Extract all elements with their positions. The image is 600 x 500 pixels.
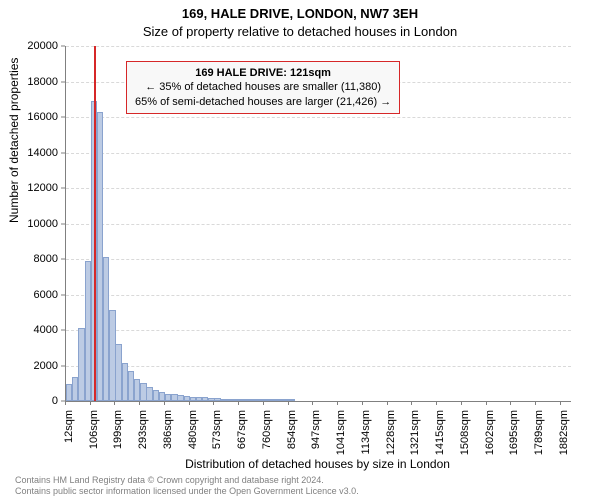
xtick-label: 1882sqm [558,410,570,455]
histogram-bar [264,399,270,401]
xtick-mark [535,401,536,405]
histogram-plot: 169 HALE DRIVE: 121sqm← 35% of detached … [65,46,571,402]
ytick-label: 8000 [8,253,58,265]
ytick-mark [61,294,65,295]
xtick-mark [486,401,487,405]
xtick-label: 106sqm [88,410,100,449]
xtick-mark [213,401,214,405]
annotation-line2: ← 35% of detached houses are smaller (11… [135,80,391,94]
histogram-bar [115,344,121,401]
xtick-mark [263,401,264,405]
xtick-mark [189,401,190,405]
xtick-mark [164,401,165,405]
attribution-footer: Contains HM Land Registry data © Crown c… [15,475,359,496]
gridline [66,224,571,225]
ytick-label: 4000 [8,324,58,336]
histogram-bar [165,394,171,401]
annotation-box: 169 HALE DRIVE: 121sqm← 35% of detached … [126,61,400,114]
xtick-label: 760sqm [261,410,273,449]
gridline [66,117,571,118]
ytick-mark [61,117,65,118]
gridline [66,46,571,47]
xtick-label: 1134sqm [360,410,372,454]
xtick-label: 1508sqm [459,410,471,455]
xtick-label: 1415sqm [434,410,446,455]
xtick-label: 573sqm [211,410,223,449]
xtick-label: 1695sqm [508,410,520,455]
xtick-label: 199sqm [112,410,124,449]
xtick-mark [90,401,91,405]
xtick-mark [312,401,313,405]
ytick-mark [61,330,65,331]
annotation-line3: 65% of semi-detached houses are larger (… [135,95,391,109]
histogram-bar [153,390,159,401]
ytick-mark [61,81,65,82]
xtick-mark [560,401,561,405]
xtick-mark [65,401,66,405]
xtick-mark [238,401,239,405]
histogram-bar [134,379,140,401]
ytick-mark [61,223,65,224]
xtick-mark [288,401,289,405]
gridline [66,153,571,154]
xtick-mark [362,401,363,405]
annotation-line1: 169 HALE DRIVE: 121sqm [135,66,391,80]
footer-line1: Contains HM Land Registry data © Crown c… [15,475,359,485]
xtick-label: 386sqm [162,410,174,449]
xtick-label: 1041sqm [335,410,347,455]
histogram-bar [214,398,220,401]
xtick-label: 12sqm [63,410,75,443]
xtick-label: 480sqm [187,410,199,449]
histogram-bar [103,257,109,401]
xtick-label: 854sqm [286,410,298,449]
xtick-label: 1602sqm [484,410,496,455]
xtick-mark [510,401,511,405]
chart-title-line2: Size of property relative to detached ho… [0,24,600,39]
chart-title-line1: 169, HALE DRIVE, LONDON, NW7 3EH [0,6,600,21]
ytick-mark [61,188,65,189]
ytick-label: 20000 [8,40,58,52]
histogram-bar [72,377,78,401]
ytick-label: 2000 [8,360,58,372]
xtick-mark [411,401,412,405]
xtick-mark [337,401,338,405]
x-axis-label: Distribution of detached houses by size … [65,457,570,471]
ytick-mark [61,152,65,153]
y-axis-label: Number of detached properties [7,58,21,223]
histogram-bar [245,399,251,401]
xtick-mark [387,401,388,405]
ytick-mark [61,259,65,260]
gridline [66,366,571,367]
xtick-mark [114,401,115,405]
footer-line2: Contains public sector information licen… [15,486,359,496]
ytick-label: 0 [8,395,58,407]
xtick-label: 1228sqm [385,410,397,455]
ytick-mark [61,46,65,47]
xtick-mark [436,401,437,405]
gridline [66,259,571,260]
xtick-label: 667sqm [236,410,248,449]
ytick-mark [61,365,65,366]
gridline [66,330,571,331]
xtick-label: 947sqm [310,410,322,449]
highlight-line [94,46,96,401]
histogram-bar [85,261,91,401]
gridline [66,295,571,296]
histogram-bar [227,399,233,401]
histogram-bar [289,399,295,401]
histogram-bar [276,399,282,401]
xtick-mark [461,401,462,405]
xtick-label: 293sqm [137,410,149,449]
histogram-bar [196,397,202,401]
ytick-label: 6000 [8,289,58,301]
gridline [66,188,571,189]
xtick-label: 1789sqm [533,410,545,455]
histogram-bar [177,395,183,401]
xtick-mark [139,401,140,405]
xtick-label: 1321sqm [409,410,421,455]
